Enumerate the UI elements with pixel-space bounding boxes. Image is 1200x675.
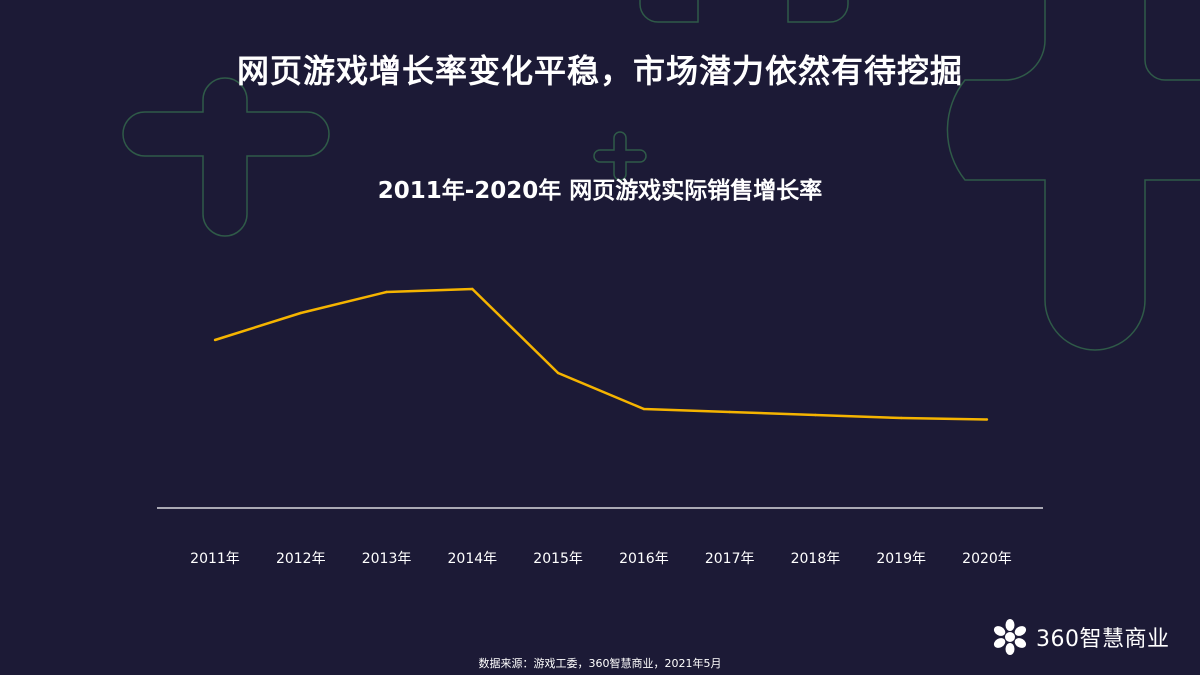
- x-tick-label: 2015年: [533, 551, 583, 567]
- page-title: 网页游戏增长率变化平稳，市场潜力依然有待挖掘: [236, 52, 963, 90]
- x-tick-label: 2017年: [705, 551, 755, 567]
- plus-decoration-small: [593, 131, 647, 181]
- plus-decoration-top: [639, 0, 849, 23]
- x-tick-label: 2012年: [276, 551, 326, 567]
- data-point: [900, 416, 903, 420]
- data-point: [213, 338, 217, 342]
- data-point: [814, 413, 817, 417]
- chart-title: 2011年-2020年 网页游戏实际销售增长率: [377, 178, 823, 204]
- brand-logo: 360智慧商业: [990, 617, 1170, 657]
- data-point: [728, 410, 731, 414]
- data-point: [985, 418, 989, 421]
- x-tick-label: 2013年: [362, 551, 412, 567]
- logo-text: 360智慧商业: [1036, 627, 1170, 652]
- x-tick-label: 2020年: [962, 551, 1012, 567]
- plus-decoration-right: [946, 0, 1200, 351]
- data-point: [556, 371, 560, 375]
- x-tick-label: 2014年: [448, 551, 498, 567]
- data-point: [642, 407, 646, 411]
- x-tick-label: 2011年: [190, 551, 240, 567]
- plus-decoration-left: [122, 77, 330, 237]
- data-point: [385, 290, 388, 294]
- data-point: [471, 287, 474, 291]
- x-tick-label: 2018年: [791, 551, 841, 567]
- data-source: 数据来源：游戏工委，360智慧商业，2021年5月: [478, 657, 722, 670]
- x-tick-label: 2019年: [876, 551, 926, 567]
- flower-icon: [993, 619, 1027, 655]
- x-tick-label: 2016年: [619, 551, 669, 567]
- series-line: [214, 287, 988, 421]
- data-point: [299, 311, 302, 315]
